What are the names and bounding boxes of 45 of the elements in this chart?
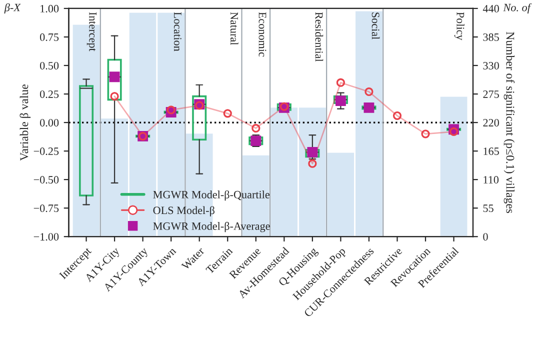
point: [110, 92, 119, 101]
point: [166, 106, 176, 114]
point: [364, 102, 374, 113]
y2-tick-label: 440: [482, 4, 499, 12]
point: [336, 78, 346, 87]
y-tick-label: 0.75: [40, 33, 59, 41]
annotation: Natural: [230, 12, 238, 45]
y2-tick-label: 165: [484, 148, 499, 156]
text: No. of: [503, 3, 532, 14]
annotation: Residential: [315, 12, 324, 62]
text: β-X: [4, 3, 21, 14]
point: [449, 127, 458, 136]
y2-tick-label: 110: [484, 176, 499, 184]
point: [421, 130, 430, 138]
y-tick-label: 0.25: [40, 90, 59, 98]
y-tick-label: −0.50: [34, 176, 59, 184]
legend-label: OLS Model-β: [153, 206, 214, 216]
legend-label: MGWR Model-β-Average: [153, 222, 270, 232]
legend-label: MGWR Model-β-Quartile: [153, 190, 270, 201]
point: [364, 87, 374, 96]
annotation: Policy: [454, 12, 464, 40]
y-tick-label: 0.50: [40, 62, 59, 70]
y-tick-label: −1.00: [34, 233, 59, 241]
annotation: Social: [372, 12, 380, 40]
point: [308, 159, 317, 168]
point: [392, 111, 402, 120]
point: [223, 109, 232, 118]
y-axis-title: Variable β value: [20, 84, 31, 161]
annotation: Location: [174, 12, 182, 52]
y2-tick-label: 330: [483, 62, 499, 70]
point: [252, 124, 260, 133]
y2-tick-label: 220: [483, 118, 499, 126]
y-tick-label: −0.75: [34, 204, 59, 212]
y2-tick-label: 385: [483, 33, 499, 41]
y2-axis-title: Number of significant (p≤0.1) villages: [504, 32, 515, 214]
y-tick-label: 1.00: [40, 4, 59, 12]
bar: [438, 95, 469, 237]
point: [307, 146, 318, 158]
annotation: Economic: [258, 12, 266, 57]
y2-tick-label: 275: [483, 90, 499, 98]
y-tick-label: 0.00: [40, 118, 59, 127]
annotation: Intercept: [86, 12, 97, 52]
y-tick-label: −0.25: [34, 148, 59, 156]
y2-tick-label: 0: [483, 233, 488, 241]
y2-tick-label: 55: [483, 204, 494, 212]
